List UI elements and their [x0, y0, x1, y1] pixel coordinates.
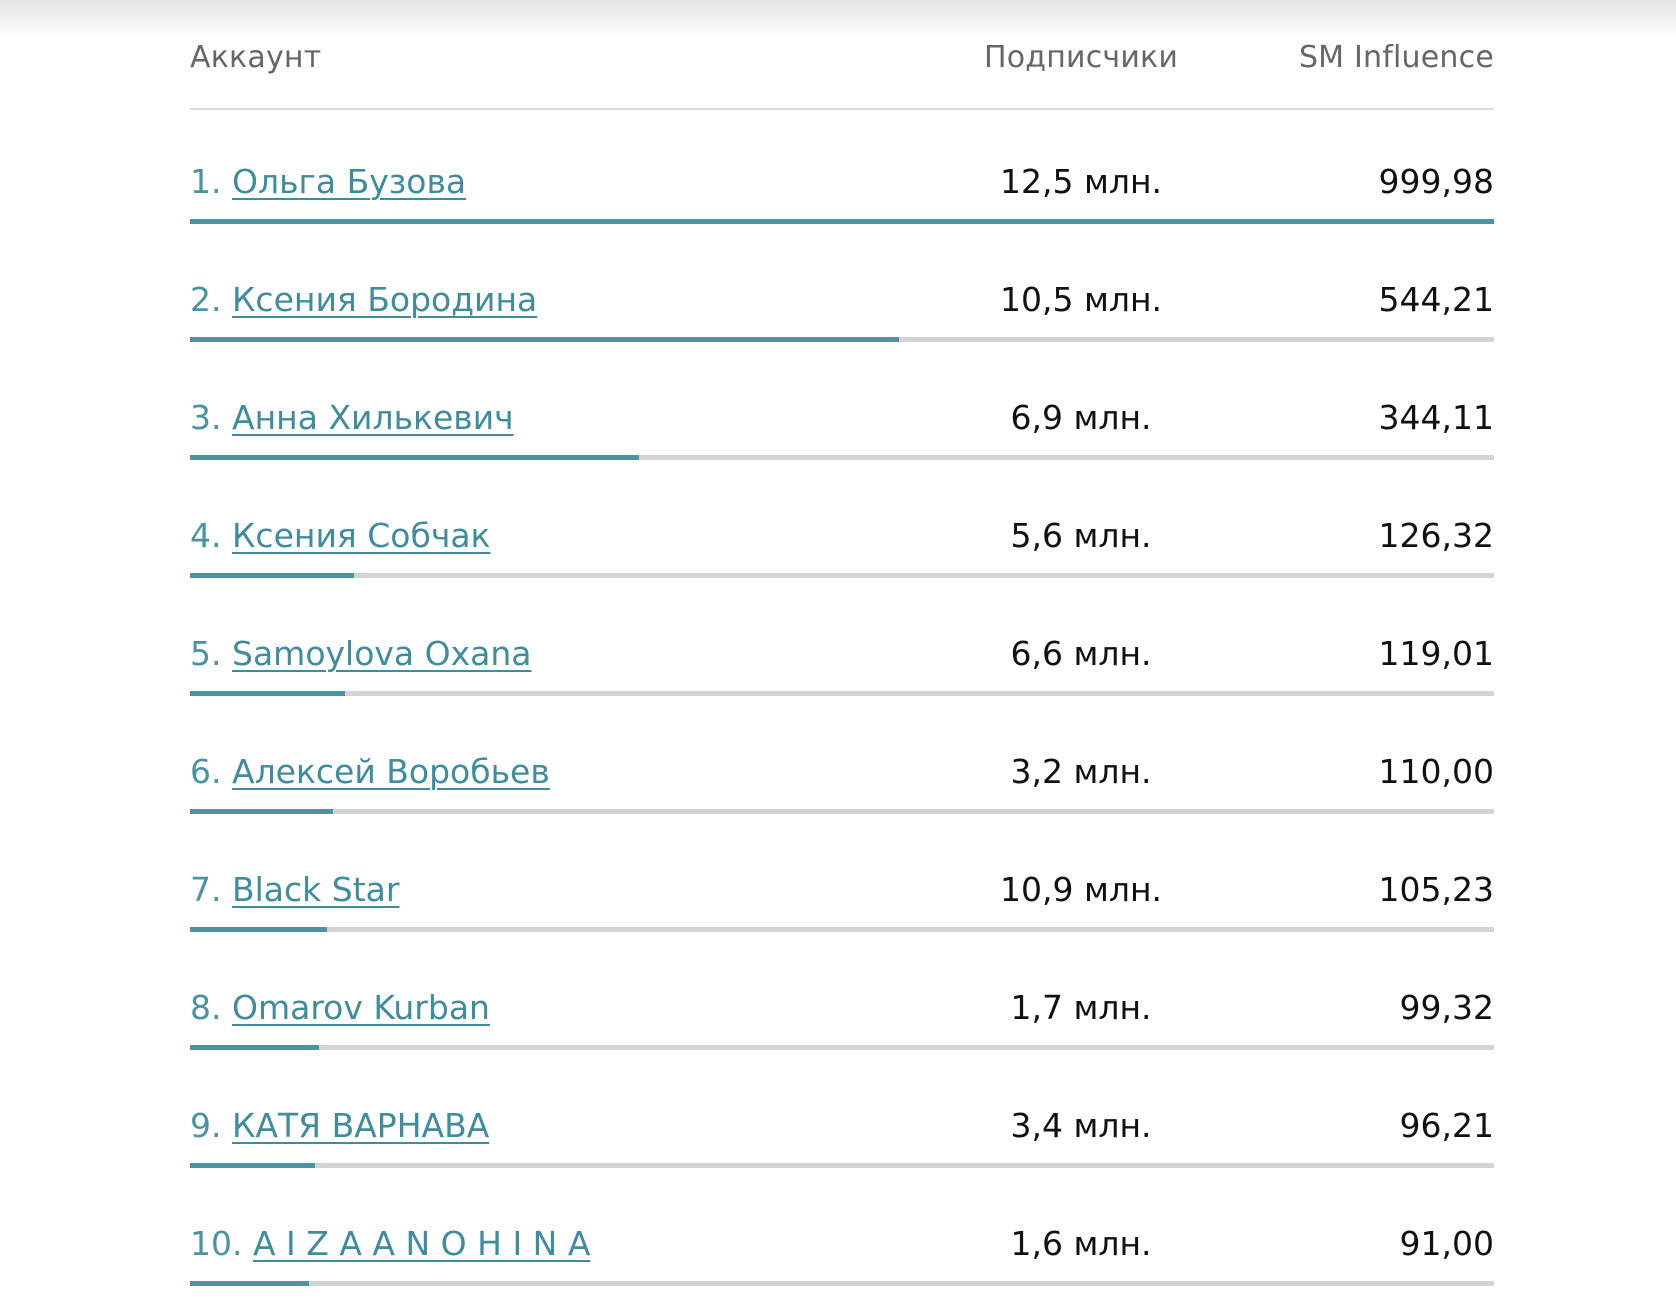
subscribers-value: 3,4 млн.	[1010, 1106, 1152, 1145]
table-row: 1. Ольга Бузова 12,5 млн. 999,98	[190, 110, 1494, 228]
subscribers-value: 10,5 млн.	[999, 280, 1163, 319]
influence-value: 126,32	[1378, 516, 1494, 555]
influence-bar-track	[190, 927, 1494, 932]
rank-number: 2.	[190, 280, 222, 319]
table-row: 5. Samoylova Oxana 6,6 млн. 119,01	[190, 582, 1494, 700]
influence-bar-fill	[190, 1045, 320, 1050]
influence-ranking-table: Аккаунт Подписчики SM Influence 1. Ольга…	[190, 0, 1494, 1290]
influence-bar-fill	[190, 455, 639, 460]
account-cell: 4. Ксения Собчак	[190, 516, 490, 556]
rank-number: 9.	[190, 1106, 222, 1145]
column-header-influence[interactable]: SM Influence	[1298, 40, 1494, 75]
influence-bar-track	[190, 809, 1494, 814]
influence-value: 110,00	[1378, 752, 1494, 791]
account-cell: 5. Samoylova Oxana	[190, 634, 532, 674]
rank-number: 8.	[190, 988, 222, 1027]
account-link[interactable]: КАТЯ ВАРНАВА	[232, 1106, 490, 1145]
influence-bar-track	[190, 1045, 1494, 1050]
influence-bar-fill	[190, 691, 346, 696]
rank-number: 7.	[190, 870, 222, 909]
influence-bar-fill	[190, 1281, 309, 1286]
table-row: 3. Анна Хилькевич 6,9 млн. 344,11	[190, 346, 1494, 464]
account-cell: 7. Black Star	[190, 870, 399, 910]
rank-number: 3.	[190, 398, 222, 437]
influence-bar-fill	[190, 927, 327, 932]
account-link[interactable]: Ксения Собчак	[232, 516, 491, 555]
influence-bar-fill	[190, 337, 900, 342]
influence-bar-track	[190, 337, 1494, 342]
influence-bar-fill	[190, 1163, 316, 1168]
rank-number: 10.	[190, 1224, 243, 1263]
subscribers-value: 12,5 млн.	[999, 162, 1163, 201]
subscribers-value: 6,6 млн.	[1010, 634, 1152, 673]
rank-number: 4.	[190, 516, 222, 555]
column-header-subscribers[interactable]: Подписчики	[983, 40, 1179, 75]
subscribers-value: 5,6 млн.	[1010, 516, 1152, 555]
influence-value: 999,98	[1378, 162, 1494, 201]
account-cell: 8. Omarov Kurban	[190, 988, 490, 1028]
table-row: 8. Omarov Kurban 1,7 млн. 99,32	[190, 936, 1494, 1054]
column-header-account[interactable]: Аккаунт	[190, 40, 322, 75]
influence-value: 119,01	[1378, 634, 1494, 673]
influence-bar-track	[190, 573, 1494, 578]
account-cell: 9. КАТЯ ВАРНАВА	[190, 1106, 489, 1146]
account-cell: 2. Ксения Бородина	[190, 280, 537, 320]
rank-number: 1.	[190, 162, 222, 201]
influence-value: 344,11	[1378, 398, 1494, 437]
account-link[interactable]: Omarov Kurban	[232, 988, 490, 1027]
subscribers-value: 3,2 млн.	[1010, 752, 1152, 791]
influence-bar-track	[190, 1281, 1494, 1286]
rank-number: 6.	[190, 752, 222, 791]
rank-number: 5.	[190, 634, 222, 673]
influence-value: 544,21	[1378, 280, 1494, 319]
account-cell: 3. Анна Хилькевич	[190, 398, 514, 438]
influence-bar-fill	[190, 219, 1494, 224]
subscribers-value: 6,9 млн.	[1010, 398, 1152, 437]
subscribers-value: 1,6 млн.	[1010, 1224, 1152, 1263]
influence-bar-track	[190, 1163, 1494, 1168]
influence-value: 96,21	[1399, 1106, 1494, 1145]
influence-bar-track	[190, 455, 1494, 460]
table-row: 9. КАТЯ ВАРНАВА 3,4 млн. 96,21	[190, 1054, 1494, 1172]
account-cell: 1. Ольга Бузова	[190, 162, 466, 202]
subscribers-value: 10,9 млн.	[999, 870, 1163, 909]
influence-value: 105,23	[1378, 870, 1494, 909]
account-link[interactable]: Ольга Бузова	[232, 162, 467, 201]
table-row: 7. Black Star 10,9 млн. 105,23	[190, 818, 1494, 936]
table-body: 1. Ольга Бузова 12,5 млн. 999,98 2. Ксения …	[190, 110, 1494, 1290]
account-link[interactable]: Алексей Воробьев	[232, 752, 550, 791]
top-shadow	[0, 0, 1676, 40]
subscribers-value: 1,7 млн.	[1010, 988, 1152, 1027]
influence-value: 99,32	[1399, 988, 1494, 1027]
table-row: 10. A I Z A A N O H I N A 1,6 млн. 91,00	[190, 1172, 1494, 1290]
table-header: Аккаунт Подписчики SM Influence	[190, 0, 1494, 110]
account-link[interactable]: Ксения Бородина	[232, 280, 538, 319]
influence-bar-fill	[190, 573, 355, 578]
influence-bar-track	[190, 691, 1494, 696]
account-link[interactable]: Samoylova Oxana	[232, 634, 532, 673]
account-cell: 10. A I Z A A N O H I N A	[190, 1224, 590, 1264]
influence-value: 91,00	[1399, 1224, 1494, 1263]
account-link[interactable]: Анна Хилькевич	[232, 398, 514, 437]
influence-bar-track	[190, 219, 1494, 224]
influence-bar-fill	[190, 809, 334, 814]
account-cell: 6. Алексей Воробьев	[190, 752, 550, 792]
table-row: 6. Алексей Воробьев 3,2 млн. 110,00	[190, 700, 1494, 818]
account-link[interactable]: A I Z A A N O H I N A	[252, 1224, 591, 1263]
table-row: 4. Ксения Собчак 5,6 млн. 126,32	[190, 464, 1494, 582]
table-row: 2. Ксения Бородина 10,5 млн. 544,21	[190, 228, 1494, 346]
account-link[interactable]: Black Star	[232, 870, 400, 909]
